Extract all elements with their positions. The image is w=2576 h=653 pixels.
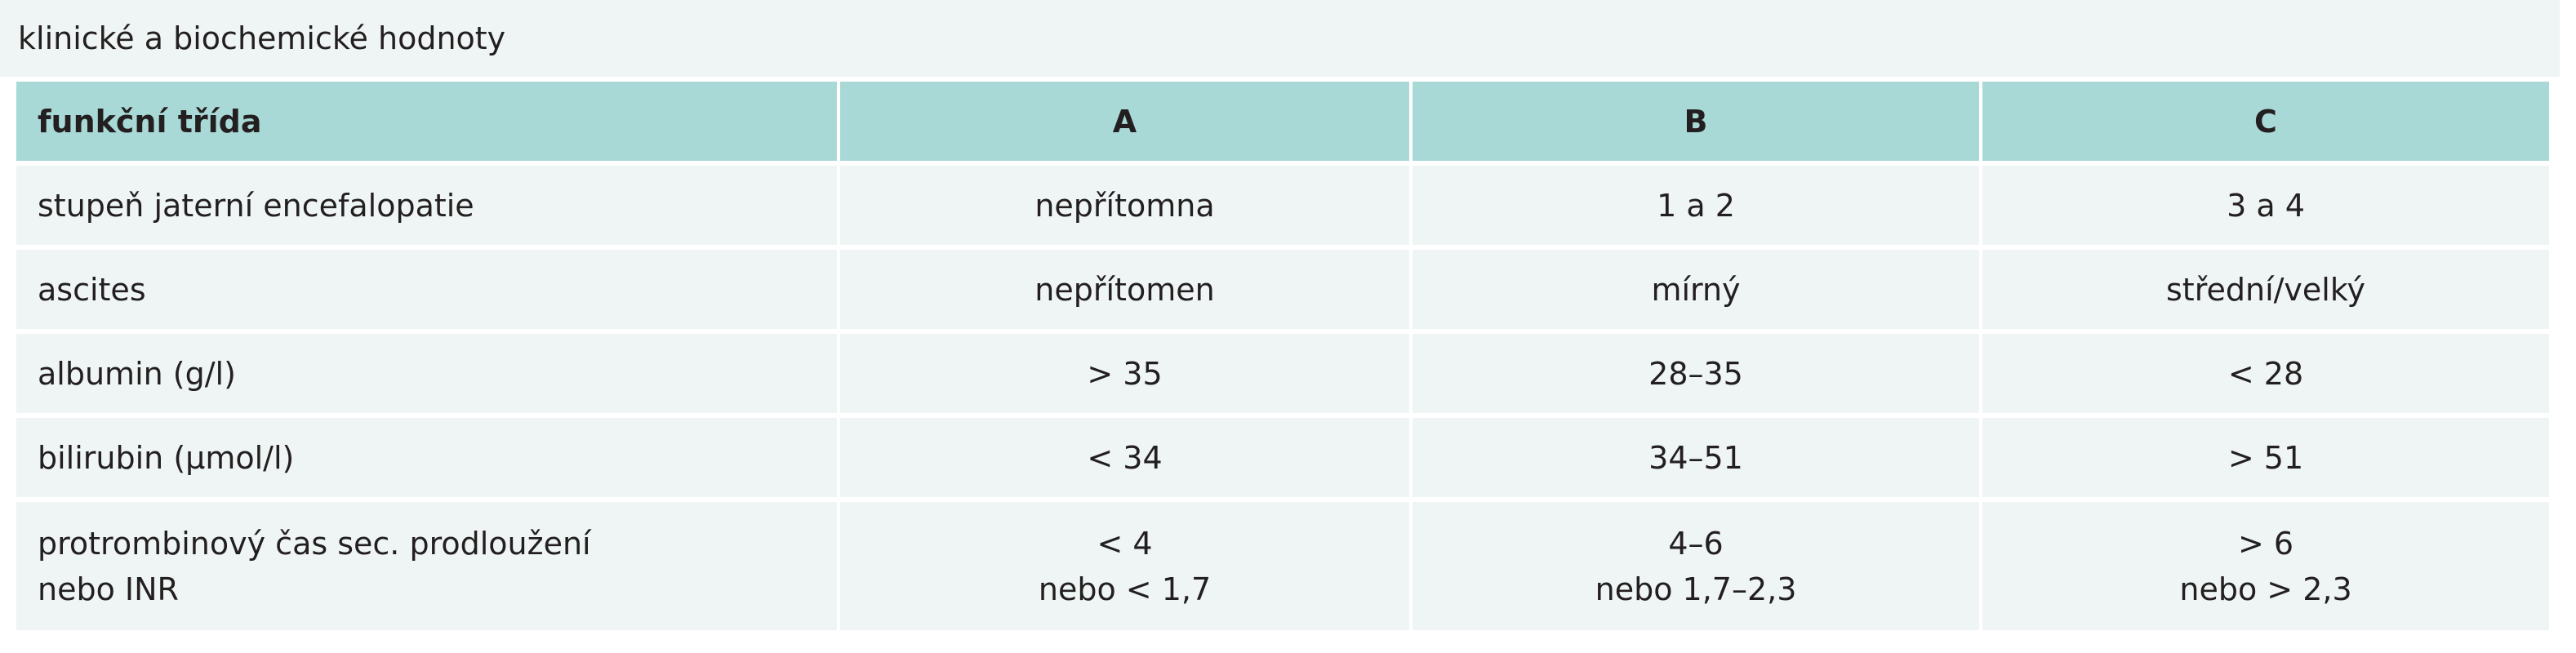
table-cell: > 51	[1982, 418, 2549, 497]
table-cell: 34–51	[1413, 418, 1979, 497]
table-cell: < 28	[1982, 334, 2549, 413]
table-cell: > 35	[840, 334, 1409, 413]
cell-text: > 35	[1087, 355, 1163, 392]
cell-text: mírný	[1651, 271, 1741, 308]
cell-text: > 51	[2227, 439, 2304, 476]
cell-text: 3 a 4	[2227, 187, 2305, 224]
table-caption: klinické a biochemické hodnoty	[0, 0, 2560, 77]
table-cell: nepřítomna	[840, 166, 1409, 245]
table-cell: nepřítomen	[840, 250, 1409, 329]
cell-text: 4–6	[1668, 525, 1724, 562]
table-cell: < 4 nebo < 1,7	[840, 502, 1409, 630]
table-cell: ascites	[16, 250, 837, 329]
table-cell: stupeň jaterní encefalopatie	[16, 166, 837, 245]
header-cell: funkční třída	[16, 82, 837, 161]
cell-text: nebo > 2,3	[2179, 571, 2352, 607]
cell-text: albumin (g/l)	[38, 355, 236, 392]
table-cell: < 34	[840, 418, 1409, 497]
table-cell: bilirubin (µmol/l)	[16, 418, 837, 497]
table-cell: střední/velký	[1982, 250, 2549, 329]
header-cell: A	[840, 82, 1409, 161]
table-cell: protrombinový čas sec. prodloužení nebo I…	[16, 502, 837, 630]
cell-text: nebo 1,7–2,3	[1595, 571, 1797, 607]
header-cell: C	[1982, 82, 2549, 161]
cell-text: 34–51	[1648, 439, 1743, 476]
table-cell: > 6 nebo > 2,3	[1982, 502, 2549, 630]
table-cell: mírný	[1413, 250, 1979, 329]
cell-text: < 28	[2227, 355, 2304, 392]
cell-text: > 6	[2237, 525, 2294, 562]
header-text: A	[1112, 103, 1137, 140]
cell-text: střední/velký	[2166, 271, 2365, 308]
table-cell: 1 a 2	[1413, 166, 1979, 245]
cell-text: ascites	[38, 271, 146, 308]
cell-text: bilirubin (µmol/l)	[38, 439, 295, 476]
header-cell: B	[1413, 82, 1979, 161]
header-text: C	[2254, 103, 2277, 140]
cell-text: nepřítomna	[1034, 187, 1215, 224]
table-cell: 3 a 4	[1982, 166, 2549, 245]
cell-text: 1 a 2	[1657, 187, 1735, 224]
cell-text: protrombinový čas sec. prodloužení	[38, 525, 591, 562]
cell-text: < 4	[1097, 525, 1153, 562]
cell-text: nebo < 1,7	[1038, 571, 1212, 607]
header-text: B	[1684, 103, 1708, 140]
cell-text: < 34	[1087, 439, 1163, 476]
cell-text: nepřítomen	[1034, 271, 1215, 308]
cell-text: nebo INR	[38, 571, 179, 607]
cell-text: 28–35	[1648, 355, 1743, 392]
cell-text: stupeň jaterní encefalopatie	[38, 187, 474, 224]
table-cell: 4–6 nebo 1,7–2,3	[1413, 502, 1979, 630]
table-cell: albumin (g/l)	[16, 334, 837, 413]
table-cell: 28–35	[1413, 334, 1979, 413]
header-text: funkční třída	[38, 103, 262, 140]
